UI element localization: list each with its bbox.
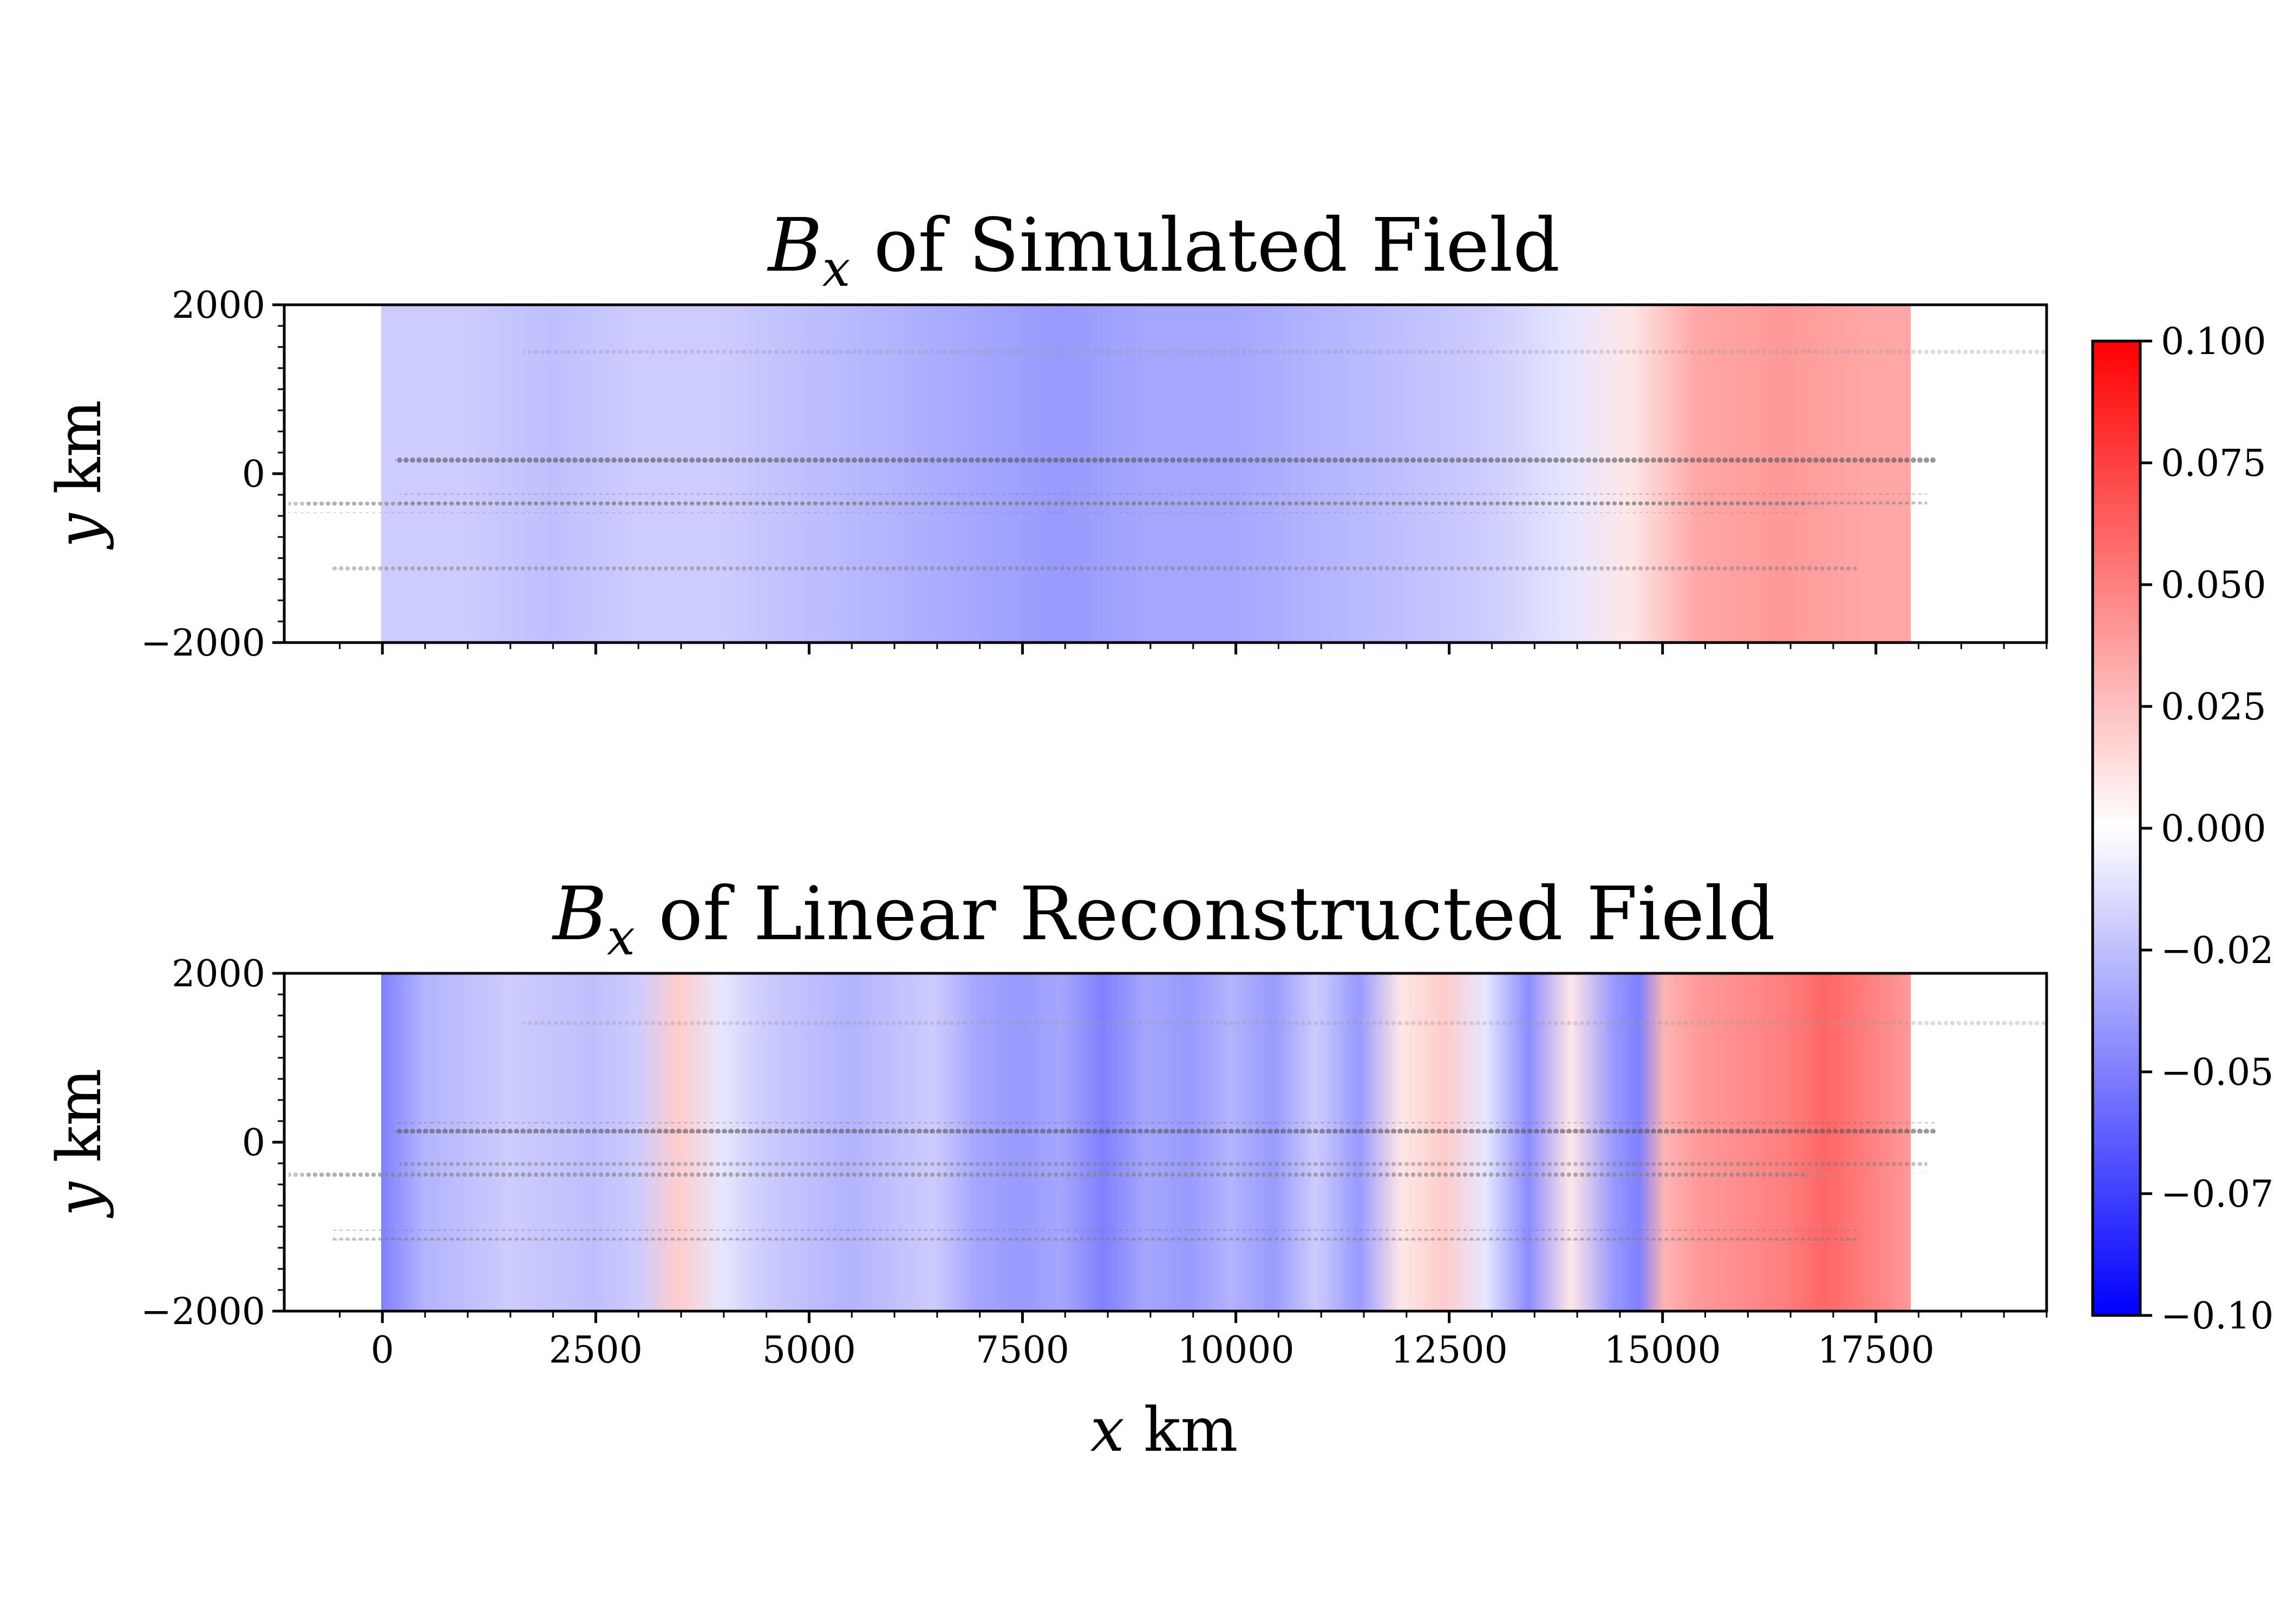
title-subscript: x (607, 908, 635, 966)
title-symbol: B (551, 872, 607, 957)
x-axis: 0 2500 5000 7500 10000 12500 15000 17500 (338, 1311, 2048, 1372)
y-tick-label: 0 (242, 1122, 265, 1164)
track-dark (395, 454, 1936, 465)
track-light (523, 345, 2047, 357)
y-tick-label: 0 (242, 453, 265, 496)
y-tick-label: −2000 (141, 1291, 265, 1333)
colorbar-tick-label: 0.000 (2161, 808, 2266, 850)
track-light (523, 1014, 2047, 1025)
track-mid (399, 493, 1927, 505)
title-text: of Linear Reconstructed Field (635, 872, 1775, 957)
colorbar-gradient (2091, 339, 2142, 1317)
track-mid (399, 1162, 1927, 1173)
track-mid (331, 1229, 1859, 1241)
title-subscript: x (822, 240, 851, 298)
field-image (381, 973, 1911, 1311)
panel-reconstructed: 0 2500 5000 7500 10000 12500 15000 17500 20000−… (44, 872, 2048, 1465)
y-tick-label: −2000 (141, 622, 265, 665)
colorbar: 0.100 0.075 0.050 0.025 0.000 −0.025 −0.050 −0.… (2091, 320, 2274, 1338)
title-text: of Simulated Field (851, 203, 1560, 289)
colorbar-tick-label: −0.075 (2161, 1173, 2274, 1216)
x-axis (338, 643, 2048, 654)
x-tick-label: 15000 (1604, 1329, 1721, 1372)
colorbar-tick-label: −0.050 (2161, 1051, 2274, 1094)
colorbar-tick-label: 0.100 (2161, 320, 2266, 363)
x-tick-label: 7500 (976, 1329, 1069, 1372)
x-tick-label: 5000 (762, 1329, 856, 1372)
x-tick-label: 17500 (1818, 1329, 1935, 1372)
x-axis-label: x km (1090, 1395, 1238, 1465)
title-symbol: B (767, 203, 822, 289)
x-tick-label: 10000 (1177, 1329, 1294, 1372)
track-mid (288, 1170, 1808, 1182)
track-dark (395, 1122, 1936, 1134)
colorbar-tick-label: −0.025 (2161, 929, 2274, 972)
y-axis: 2000 0 −2000 (141, 953, 284, 1333)
y-tick-label: 2000 (172, 953, 265, 996)
x-tick-label: 12500 (1390, 1329, 1507, 1372)
track-mid (288, 502, 1808, 513)
y-axis: 2000 0 −2000 (141, 284, 284, 665)
colorbar-ticks: 0.100 0.075 0.050 0.025 0.000 −0.025 −0.050 −0.… (2140, 320, 2274, 1338)
colorbar-tick-label: 0.075 (2161, 442, 2266, 485)
x-tick-label: 2500 (549, 1329, 643, 1372)
x-tick-label: 0 (371, 1329, 394, 1372)
field-image (381, 305, 1911, 643)
panel-simulated: 2000 0 −2000 Bx of Simulated Field y km (44, 203, 2048, 665)
track-mid (331, 561, 1859, 572)
y-tick-label: 2000 (172, 284, 265, 327)
tracks (288, 1014, 2047, 1241)
tracks (288, 345, 2047, 572)
colorbar-tick-label: −0.100 (2161, 1295, 2274, 1338)
panel-title: Bx of Simulated Field (767, 203, 1560, 298)
panel-title: Bx of Linear Reconstructed Field (551, 872, 1775, 966)
colorbar-tick-label: 0.025 (2161, 686, 2266, 729)
y-axis-label: y km (44, 400, 115, 551)
colorbar-tick-label: 0.050 (2161, 564, 2266, 607)
y-axis-label: y km (44, 1069, 115, 1219)
